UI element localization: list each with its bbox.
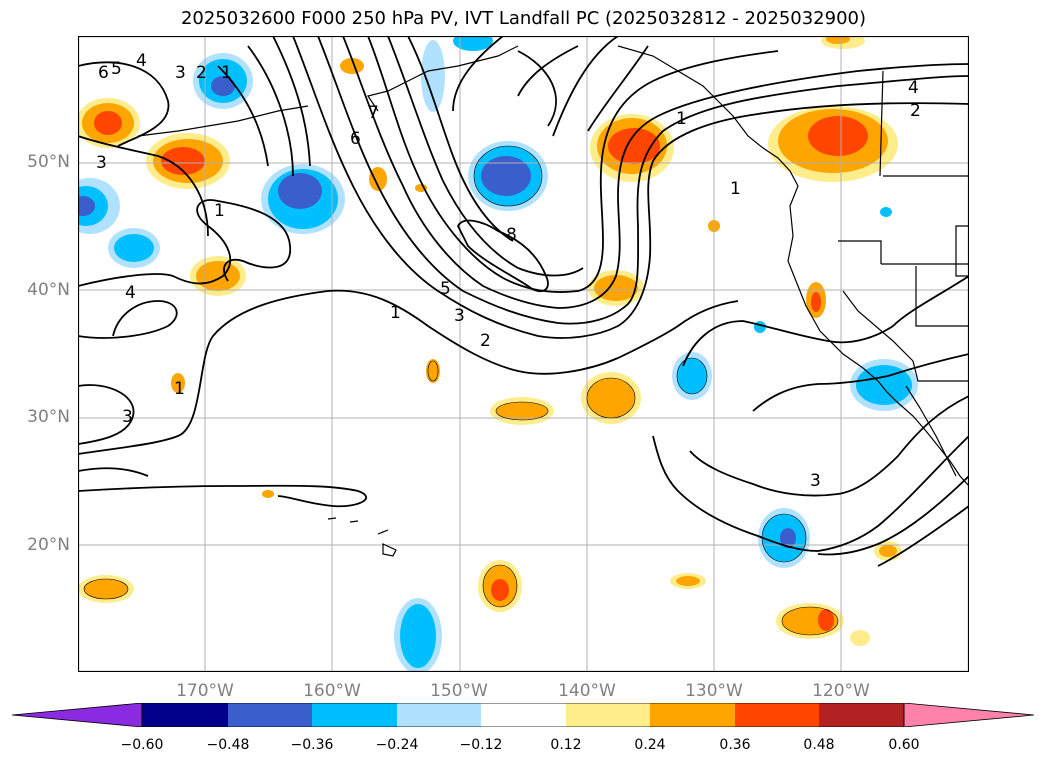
contour-label: 1 <box>390 303 401 323</box>
contour-label: 5 <box>111 59 122 79</box>
contour-label: 1 <box>676 109 687 129</box>
contour-label: 4 <box>136 51 147 71</box>
colorbar-bin <box>566 703 650 727</box>
colorbar-max-extension <box>904 703 1034 727</box>
contour-label: 8 <box>506 225 517 245</box>
contour-label: 6 <box>350 129 361 149</box>
negative-anomaly-patches <box>78 36 918 672</box>
colorbar-tick: −0.48 <box>206 737 250 753</box>
contour-label: 2 <box>196 63 207 83</box>
colorbar-tick: 0.12 <box>550 737 582 753</box>
colorbar-tick: −0.24 <box>375 737 419 753</box>
colorbar-bin <box>481 703 566 727</box>
pv-contours <box>78 36 969 567</box>
lon-label-140w: 140°W <box>558 681 616 701</box>
colorbar-bin <box>397 703 481 727</box>
colorbar-tick: 0.48 <box>803 737 835 753</box>
contour-label: 2 <box>480 331 491 351</box>
lon-label-150w: 150°W <box>430 681 488 701</box>
contour-label: 3 <box>122 407 133 427</box>
lon-label-160w: 160°W <box>303 681 361 701</box>
coastlines <box>137 45 969 557</box>
colorbar-bin <box>819 703 904 727</box>
contour-labels: 4 6 5 3 2 1 7 6 8 5 3 2 1 1 4 2 1 3 1 4 … <box>96 51 921 491</box>
contour-label: 3 <box>96 153 107 173</box>
contour-label: 6 <box>98 63 109 83</box>
lon-label-120w: 120°W <box>812 681 870 701</box>
contour-label: 2 <box>910 101 921 121</box>
contour-label: 3 <box>810 471 821 491</box>
colorbar-bin <box>142 703 228 727</box>
lat-label-20: 20°N <box>27 535 70 555</box>
contour-label: 5 <box>440 279 451 299</box>
colorbar-min-extension <box>12 703 142 727</box>
lat-label-40: 40°N <box>27 280 70 300</box>
contour-label: 4 <box>908 78 919 98</box>
colorbar-tick: 0.24 <box>634 737 666 753</box>
contour-label: 7 <box>368 103 379 123</box>
colorbar-tick: −0.36 <box>290 737 334 753</box>
colorbar <box>12 703 1035 727</box>
contour-label: 4 <box>125 283 136 303</box>
contour-label: 1 <box>730 179 741 199</box>
colorbar-tick: −0.60 <box>120 737 164 753</box>
contour-label: 1 <box>214 201 225 221</box>
colorbar-tick: −0.12 <box>459 737 503 753</box>
contour-label: 3 <box>175 63 186 83</box>
colorbar-bin <box>228 703 312 727</box>
colorbar-bin <box>735 703 819 727</box>
lat-label-30: 30°N <box>27 407 70 427</box>
lat-label-50: 50°N <box>27 152 70 172</box>
colorbar-bin <box>650 703 735 727</box>
colorbar-bin <box>312 703 397 727</box>
contour-label: 3 <box>454 306 465 326</box>
map-title: 2025032600 F000 250 hPa PV, IVT Landfall… <box>180 8 867 29</box>
contour-label: 1 <box>221 63 232 83</box>
lon-label-130w: 130°W <box>685 681 743 701</box>
map-panel: 4 6 5 3 2 1 7 6 8 5 3 2 1 1 4 2 1 3 1 4 … <box>78 36 969 672</box>
contour-label: 1 <box>174 379 185 399</box>
graticule <box>78 36 969 672</box>
anomaly-outlines <box>83 145 839 636</box>
colorbar-tick: 0.36 <box>719 737 751 753</box>
colorbar-tick: 0.60 <box>888 737 920 753</box>
lon-label-170w: 170°W <box>176 681 234 701</box>
